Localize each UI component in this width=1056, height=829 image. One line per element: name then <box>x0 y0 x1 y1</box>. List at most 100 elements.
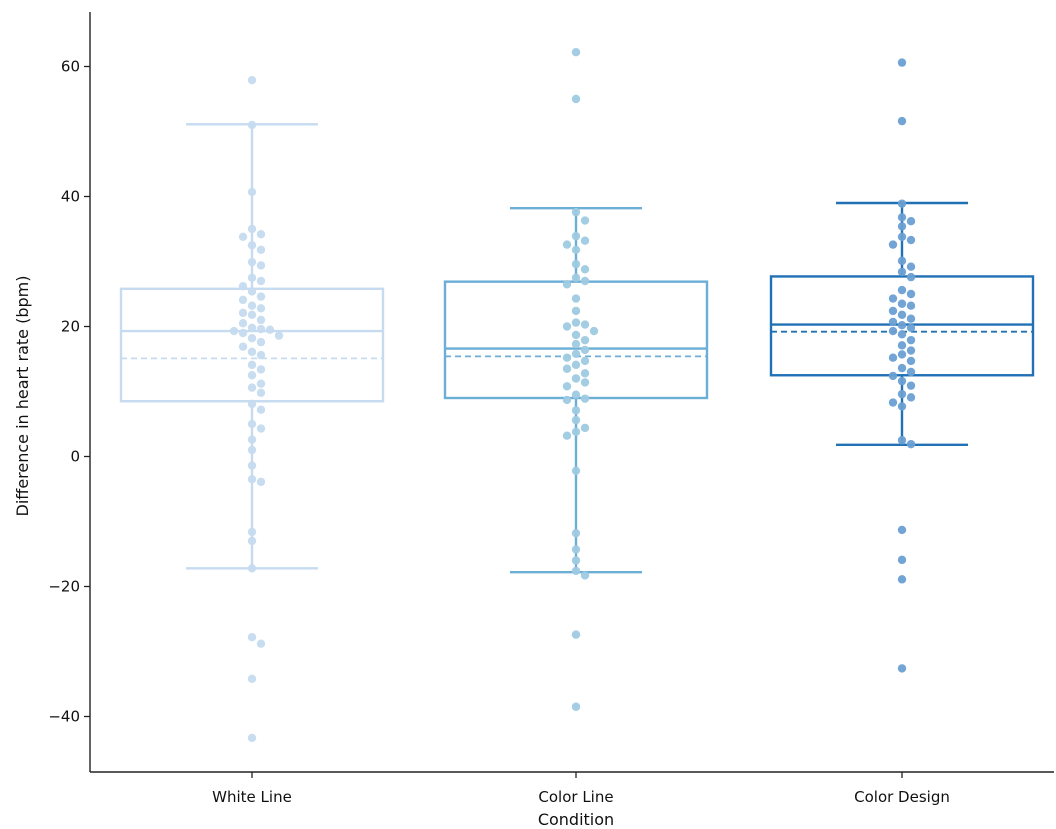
data-point <box>571 349 581 358</box>
data-point <box>906 314 916 323</box>
data-point <box>897 310 907 319</box>
data-point <box>571 390 581 399</box>
data-point <box>906 346 916 355</box>
data-point <box>897 267 907 277</box>
data-point <box>247 383 257 392</box>
y-tick-label: 20 <box>61 318 80 336</box>
data-point <box>256 245 266 254</box>
data-point <box>238 319 248 328</box>
data-point <box>247 461 257 470</box>
data-point <box>571 245 581 254</box>
data-point <box>247 323 257 332</box>
y-axis-ticks: −40 −20 0 20 40 60 <box>48 58 90 726</box>
y-tick-label: 40 <box>61 188 80 206</box>
y-tick-label: 60 <box>61 58 80 76</box>
data-point <box>897 285 907 295</box>
box-iqr <box>769 275 1035 377</box>
data-point <box>238 308 248 318</box>
data-point <box>247 633 257 642</box>
plot-area <box>119 48 1035 743</box>
data-point <box>906 335 916 345</box>
data-point <box>571 360 581 370</box>
data-point <box>897 330 907 339</box>
data-point <box>897 376 907 386</box>
data-point <box>897 299 907 308</box>
data-point <box>906 439 916 449</box>
data-point <box>247 564 257 573</box>
data-point <box>562 382 572 391</box>
data-point <box>906 301 916 310</box>
data-point <box>256 405 266 414</box>
data-point <box>580 320 590 329</box>
data-point <box>562 280 572 289</box>
data-point <box>571 406 581 415</box>
data-point <box>897 389 907 399</box>
data-point <box>238 232 248 241</box>
data-point <box>247 371 257 380</box>
data-point <box>571 529 581 538</box>
data-point <box>580 394 590 403</box>
data-point <box>897 199 907 208</box>
data-point <box>247 733 257 743</box>
data-point <box>562 322 572 331</box>
y-axis-label: Difference in heart rate (bpm) <box>13 276 32 517</box>
data-point <box>571 273 581 282</box>
data-point <box>256 337 266 347</box>
data-point <box>247 75 257 85</box>
data-point <box>247 334 257 343</box>
data-point <box>897 664 907 673</box>
data-point <box>897 256 907 266</box>
data-point <box>562 364 572 373</box>
data-point <box>256 261 266 270</box>
y-tick-label: −40 <box>48 708 80 726</box>
data-point <box>571 318 581 327</box>
data-point <box>897 58 907 67</box>
data-point <box>906 323 916 332</box>
data-point <box>571 556 581 565</box>
data-point <box>256 324 266 334</box>
data-point <box>247 419 257 429</box>
data-point <box>256 388 266 397</box>
data-point <box>247 399 257 409</box>
data-point <box>580 265 590 274</box>
data-point <box>897 363 907 373</box>
data-point <box>571 374 581 383</box>
data-point <box>906 381 916 390</box>
data-point <box>571 339 581 349</box>
data-point <box>897 232 907 241</box>
data-point <box>897 222 907 231</box>
data-point <box>256 315 266 325</box>
data-point <box>562 353 572 362</box>
x-tick-label: Color Design <box>854 788 950 806</box>
data-point <box>897 525 907 535</box>
data-point <box>562 431 572 440</box>
data-point <box>247 347 257 357</box>
data-point <box>888 306 898 316</box>
data-point <box>256 365 266 374</box>
data-point <box>256 304 266 313</box>
data-point <box>256 379 266 388</box>
data-point <box>571 231 581 241</box>
data-point <box>580 276 590 286</box>
data-point <box>247 187 257 197</box>
data-point <box>897 575 907 584</box>
data-point <box>580 356 590 366</box>
data-point <box>571 630 581 639</box>
data-point <box>238 282 248 291</box>
data-point <box>256 424 266 433</box>
data-point <box>580 335 590 345</box>
data-point <box>888 240 898 249</box>
x-axis-label: Condition <box>538 810 614 829</box>
data-point <box>897 321 907 330</box>
data-point <box>589 326 599 336</box>
data-point <box>580 236 590 245</box>
data-point <box>247 674 257 683</box>
data-point <box>906 356 916 366</box>
data-point <box>571 545 581 554</box>
data-point <box>256 292 266 301</box>
data-point <box>888 326 898 336</box>
data-point <box>247 287 257 296</box>
data-point <box>229 326 239 336</box>
data-point <box>888 371 898 381</box>
data-point <box>247 536 257 546</box>
